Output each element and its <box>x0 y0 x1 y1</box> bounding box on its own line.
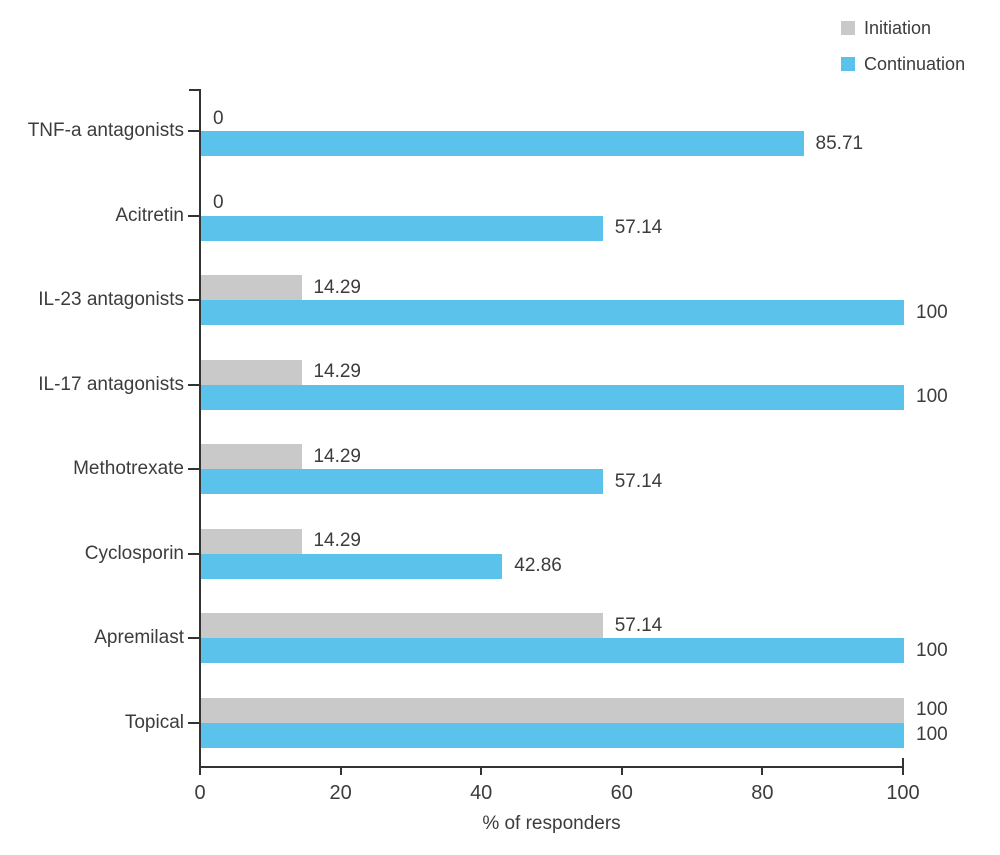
y-axis <box>199 90 201 768</box>
value-label-initiation: 100 <box>916 699 948 721</box>
value-label-initiation: 14.29 <box>313 361 361 383</box>
x-axis-tick <box>620 766 623 775</box>
bar-continuation <box>201 300 904 326</box>
value-label-initiation: 14.29 <box>313 276 361 298</box>
bar-continuation <box>201 131 804 156</box>
bar-initiation <box>201 444 302 470</box>
value-label-continuation: 57.14 <box>614 217 663 239</box>
x-axis-tick <box>339 766 342 775</box>
category-label: Topical <box>124 711 184 733</box>
y-axis-end-cap <box>189 89 201 91</box>
x-axis-end-cap <box>902 758 904 767</box>
legend-label-continuation: Continuation <box>864 53 966 74</box>
category-label: Methotrexate <box>73 458 184 480</box>
x-axis-tick <box>199 766 201 775</box>
value-label-continuation: 100 <box>916 301 948 323</box>
bar-initiation <box>201 697 904 723</box>
bar-initiation <box>201 528 302 554</box>
value-label-initiation: 0 <box>213 107 224 129</box>
value-label-continuation: 100 <box>916 386 948 408</box>
initiation-swatch-icon <box>841 21 855 35</box>
y-axis-tick <box>188 383 200 386</box>
category-label: TNF-a antagonists <box>27 120 184 141</box>
category-label: Acitretin <box>115 204 184 226</box>
x-axis-tick-label: 20 <box>329 782 352 804</box>
bar-initiation <box>201 613 603 639</box>
continuation-swatch-icon <box>841 57 855 71</box>
x-axis-tick <box>761 766 764 775</box>
y-axis-tick <box>188 214 200 217</box>
y-axis-tick <box>188 637 200 640</box>
x-axis-tick <box>480 766 483 775</box>
y-axis-tick <box>188 721 200 724</box>
x-axis-tick <box>902 766 904 775</box>
bar-continuation <box>201 215 603 241</box>
y-axis-tick <box>188 552 200 555</box>
legend-item-initiation: Initiation <box>841 14 965 42</box>
chart-legend: Initiation Continuation <box>841 14 965 86</box>
bar-continuation <box>201 384 904 410</box>
value-label-initiation: 14.29 <box>313 445 361 467</box>
category-label: Cyclosporin <box>84 542 184 564</box>
value-label-continuation: 57.14 <box>614 470 663 492</box>
bar-initiation <box>201 275 302 301</box>
bar-continuation <box>201 553 503 579</box>
legend-item-continuation: Continuation <box>841 50 965 78</box>
legend-label-initiation: Initiation <box>864 17 932 38</box>
x-axis <box>199 766 904 768</box>
category-label: Apremilast <box>94 627 184 649</box>
category-label: IL-17 antagonists <box>38 373 184 395</box>
x-axis-tick-label: 80 <box>751 782 774 804</box>
category-label: IL-23 antagonists <box>38 289 184 311</box>
x-axis-tick-label: 40 <box>470 782 493 804</box>
value-label-continuation: 42.86 <box>514 555 562 577</box>
value-label-continuation: 100 <box>916 639 948 661</box>
x-axis-tick-label: 100 <box>886 782 920 804</box>
y-axis-tick <box>188 299 200 302</box>
bar-continuation <box>201 638 904 664</box>
y-axis-tick <box>188 130 200 132</box>
x-axis-tick-label: 60 <box>610 782 633 804</box>
bar-continuation <box>201 722 904 748</box>
value-label-continuation: 85.71 <box>815 132 864 154</box>
x-axis-title: % of responders <box>482 813 621 834</box>
y-axis-tick <box>188 468 200 471</box>
bar-continuation <box>201 469 603 495</box>
x-axis-tick-label: 0 <box>194 782 206 804</box>
value-label-initiation: 14.29 <box>313 530 361 552</box>
value-label-continuation: 100 <box>916 724 948 746</box>
bar-initiation <box>201 359 302 385</box>
value-label-initiation: 0 <box>213 192 224 214</box>
value-label-initiation: 57.14 <box>614 614 663 636</box>
